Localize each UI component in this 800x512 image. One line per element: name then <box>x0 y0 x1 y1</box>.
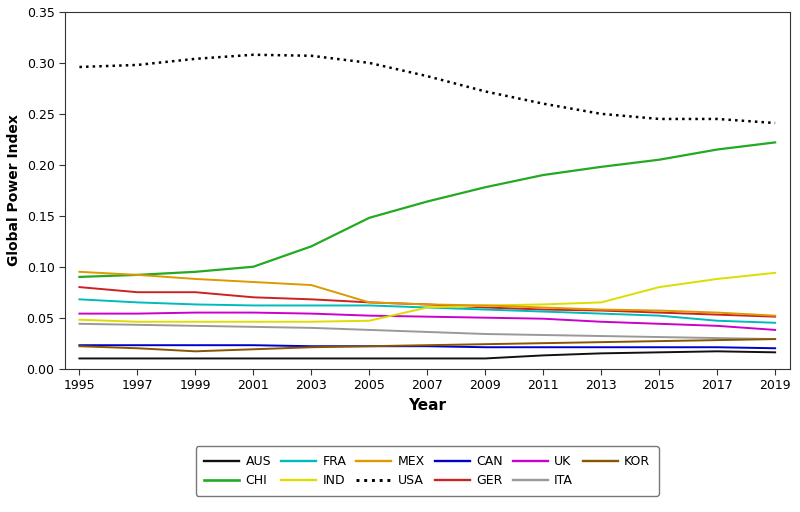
Legend: AUS, CHI, FRA, IND, MEX, USA, CAN, GER, UK, ITA, KOR, : AUS, CHI, FRA, IND, MEX, USA, CAN, GER, … <box>195 446 659 496</box>
X-axis label: Year: Year <box>408 398 446 413</box>
Y-axis label: Global Power Index: Global Power Index <box>7 114 21 266</box>
